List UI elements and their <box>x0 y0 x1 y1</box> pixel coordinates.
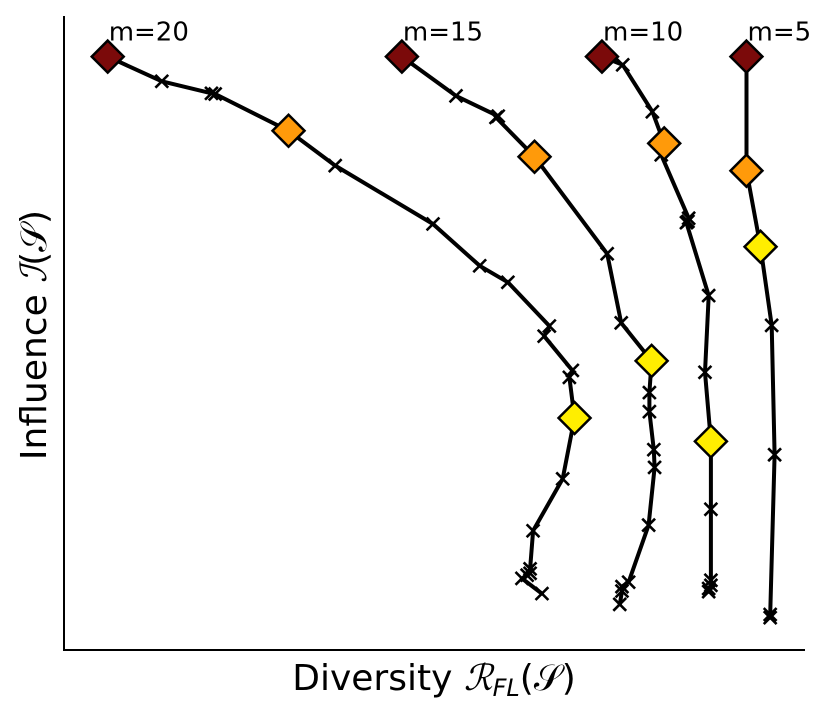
x-marker <box>562 370 577 385</box>
x-marker <box>621 574 636 590</box>
x-marker <box>615 57 631 73</box>
diamond-marker-start <box>728 38 765 75</box>
x-marker <box>154 73 170 89</box>
x-axis-label: Diversity ℛFL(𝒮) <box>292 658 576 702</box>
x-marker <box>204 86 219 101</box>
diamond-marker-mid <box>728 152 765 189</box>
diamond-marker-low <box>693 423 729 460</box>
x-marker <box>612 597 628 612</box>
x-marker <box>762 607 778 622</box>
x-marker <box>425 216 441 232</box>
x-marker <box>488 110 504 125</box>
x-marker <box>555 471 571 487</box>
x-marker <box>536 328 552 344</box>
series-m-20: m=20 <box>89 18 593 601</box>
x-marker <box>645 104 660 120</box>
diamond-marker-start <box>584 38 620 75</box>
y-axis-label: Influence ℐ(𝒮) <box>14 210 55 460</box>
x-marker <box>641 517 656 533</box>
series-label-m-20: m=20 <box>109 18 189 48</box>
series-label-m-15: m=15 <box>403 18 483 48</box>
x-marker <box>703 501 719 517</box>
x-marker <box>500 274 516 290</box>
x-marker <box>767 447 782 463</box>
x-marker <box>525 523 541 539</box>
x-marker <box>642 385 657 400</box>
x-marker <box>327 158 343 173</box>
diamond-marker-low <box>633 343 670 379</box>
x-marker <box>614 583 630 599</box>
diamond-marker-low <box>742 229 779 265</box>
series-m-10: m=10 <box>584 18 729 600</box>
x-marker <box>697 364 713 380</box>
x-marker <box>542 318 557 334</box>
x-marker <box>646 442 662 457</box>
x-marker <box>613 315 629 331</box>
x-marker <box>564 363 580 378</box>
x-marker <box>647 460 662 475</box>
diamond-marker-mid <box>516 138 553 175</box>
diamond-marker-start <box>384 38 420 75</box>
series-label-m-5: m=5 <box>748 18 812 48</box>
series-line-m-15 <box>399 54 657 607</box>
series-line-m-20 <box>105 54 577 596</box>
x-marker <box>599 246 615 262</box>
x-marker <box>679 215 694 231</box>
diamond-marker-start <box>89 38 126 75</box>
x-marker <box>614 579 630 594</box>
x-marker <box>514 571 530 586</box>
diamond-marker-mid <box>646 125 682 162</box>
x-marker <box>207 86 223 102</box>
x-marker <box>701 584 717 600</box>
diamond-marker-mid <box>270 112 307 149</box>
x-marker <box>701 288 717 303</box>
x-marker <box>762 610 778 626</box>
x-marker <box>764 318 779 333</box>
series-line-m-5 <box>744 54 777 620</box>
series-m-5: m=5 <box>728 18 812 626</box>
x-marker <box>701 581 717 596</box>
series-layer: m=20 m=15 m=10 m=5 <box>89 18 812 626</box>
x-marker <box>448 88 464 104</box>
series-label-m-10: m=10 <box>603 18 683 48</box>
x-marker <box>534 586 550 601</box>
diamond-marker-low <box>556 400 593 436</box>
x-marker <box>642 404 657 419</box>
x-marker <box>472 258 488 274</box>
series-line-m-10 <box>600 54 713 594</box>
series-m-15: m=15 <box>384 18 670 612</box>
